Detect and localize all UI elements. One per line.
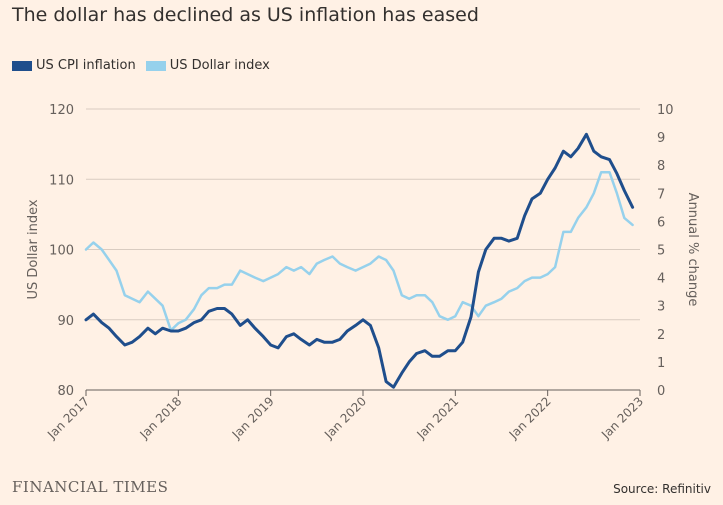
- x-tick-label: Jan 2020: [321, 394, 369, 442]
- x-tick-label: Jan 2022: [506, 394, 554, 442]
- left-tick-label: 110: [49, 173, 74, 188]
- series-line-dollar-index: [84, 170, 634, 332]
- legend-swatch-dollar: [145, 60, 166, 71]
- legend-item-dollar: US Dollar index: [145, 58, 270, 73]
- legend: US CPI inflation US Dollar index: [12, 58, 280, 73]
- right-tick-label: 6: [657, 215, 665, 230]
- left-tick-label: 100: [49, 244, 74, 259]
- left-tick-label: 120: [49, 103, 74, 118]
- source-note: Source: Refinitiv: [613, 482, 711, 496]
- series-line-cpi-inflation: [84, 132, 635, 389]
- left-tick-label: 90: [57, 314, 74, 329]
- right-tick-label: 0: [657, 384, 665, 399]
- right-tick-label: 1: [657, 356, 665, 371]
- left-axis-label: US Dollar index: [26, 199, 41, 299]
- legend-label-cpi: US CPI inflation: [36, 58, 136, 73]
- right-tick-label: 3: [657, 300, 665, 315]
- x-tick-label: Jan 2019: [229, 394, 277, 442]
- right-tick-label: 8: [657, 159, 665, 174]
- right-tick-label: 10: [657, 103, 674, 118]
- right-tick-label: 2: [657, 328, 665, 343]
- right-tick-label: 5: [657, 244, 665, 259]
- x-tick-label: Jan 2021: [413, 394, 461, 442]
- x-tick-label: Jan 2023: [598, 394, 646, 442]
- chart-title: The dollar has declined as US inflation …: [12, 4, 479, 26]
- left-tick-label: 80: [57, 384, 74, 399]
- right-tick-label: 7: [657, 187, 665, 202]
- right-tick-label: 4: [657, 272, 665, 287]
- right-tick-label: 9: [657, 131, 665, 146]
- right-axis-label: Annual % change: [685, 193, 700, 307]
- x-tick-label: Jan 2017: [44, 394, 92, 442]
- legend-label-dollar: US Dollar index: [169, 58, 270, 73]
- x-tick-label: Jan 2018: [136, 394, 184, 442]
- legend-item-cpi: US CPI inflation: [12, 58, 136, 73]
- legend-swatch-cpi: [12, 60, 32, 71]
- ft-brand-logo: FINANCIAL TIMES: [12, 478, 169, 496]
